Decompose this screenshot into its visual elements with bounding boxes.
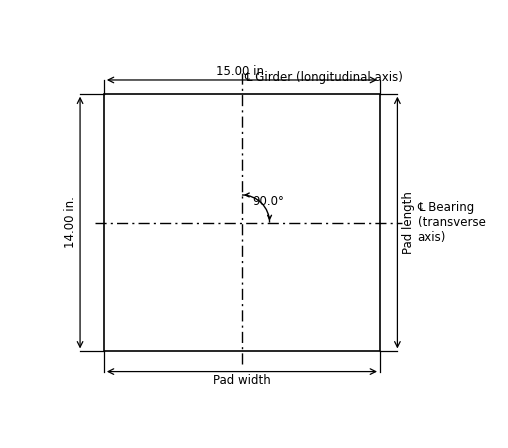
Text: 15.00 in.: 15.00 in. — [216, 65, 268, 78]
Text: Pad length: Pad length — [402, 191, 415, 254]
Text: 14.00 in.: 14.00 in. — [64, 197, 77, 249]
Text: ℄ Bearing
(transverse
axis): ℄ Bearing (transverse axis) — [418, 201, 486, 244]
Text: ℄ Girder (longitudinal axis): ℄ Girder (longitudinal axis) — [245, 71, 403, 84]
Text: Pad width: Pad width — [213, 375, 271, 388]
Text: 90.0°: 90.0° — [252, 195, 284, 208]
